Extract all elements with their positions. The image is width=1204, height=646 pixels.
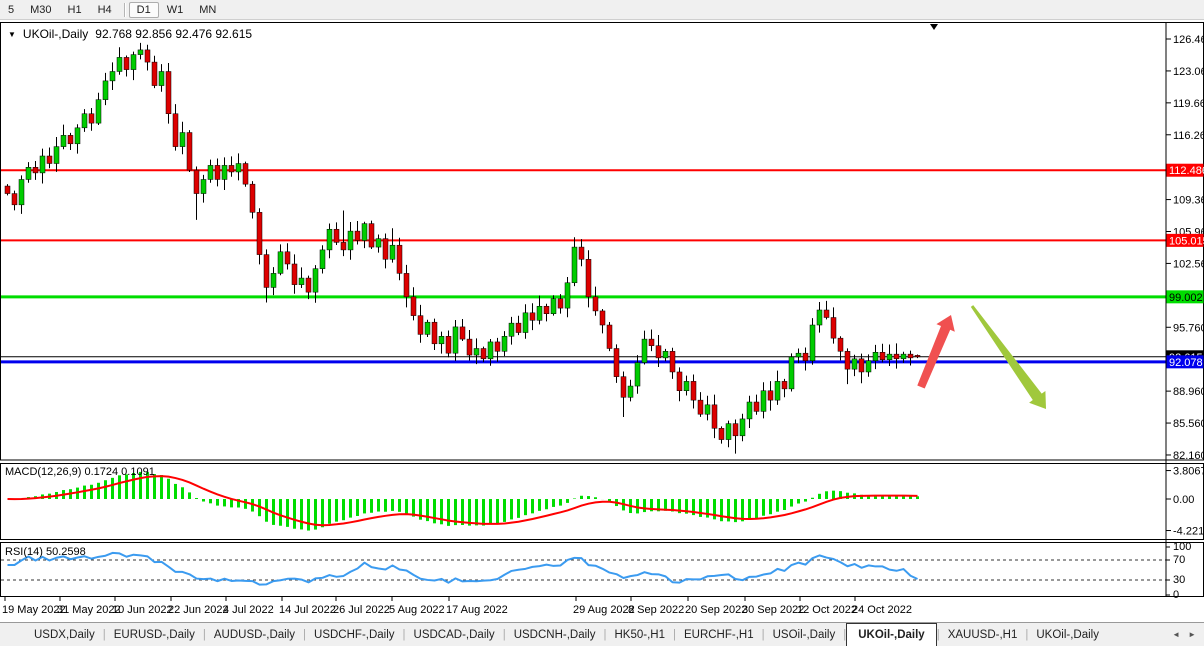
svg-text:26 Jul 2022: 26 Jul 2022 bbox=[333, 604, 390, 616]
tab-usdchf-daily-3[interactable]: USDCHF-,Daily bbox=[314, 628, 395, 641]
toolbar-separator bbox=[123, 2, 125, 17]
price-badge-112.486: 112.486 bbox=[1166, 163, 1204, 177]
tab-separator: | bbox=[303, 628, 307, 641]
svg-text:5 Aug 2022: 5 Aug 2022 bbox=[389, 604, 445, 616]
svg-text:4 Jul 2022: 4 Jul 2022 bbox=[223, 604, 274, 616]
tab-scroll-arrows: ◄ ► bbox=[1172, 630, 1196, 639]
svg-text:14 Jul 2022: 14 Jul 2022 bbox=[279, 604, 336, 616]
price-badge-105.015: 105.015 bbox=[1166, 233, 1204, 247]
svg-text:8 Sep 2022: 8 Sep 2022 bbox=[628, 604, 684, 616]
timeframe-button-H1[interactable]: H1 bbox=[67, 3, 82, 16]
svg-text:70: 70 bbox=[1173, 554, 1185, 566]
tab-usdx-daily-0[interactable]: USDX,Daily bbox=[34, 628, 95, 641]
svg-text:82.160: 82.160 bbox=[1173, 450, 1204, 462]
timeframe-button-W1[interactable]: W1 bbox=[166, 3, 184, 16]
tab-eurusd-daily-1[interactable]: EURUSD-,Daily bbox=[113, 628, 195, 641]
svg-text:19 May 2022: 19 May 2022 bbox=[2, 604, 66, 616]
svg-text:24 Oct 2022: 24 Oct 2022 bbox=[852, 604, 912, 616]
svg-text:112.486: 112.486 bbox=[1169, 165, 1204, 177]
tab-eurchf-h1-7[interactable]: EURCHF-,H1 bbox=[683, 628, 754, 641]
tab-separator: | bbox=[761, 628, 765, 641]
timeframe-button-D1[interactable]: D1 bbox=[128, 1, 159, 18]
tab-separator: | bbox=[502, 628, 506, 641]
svg-text:109.360: 109.360 bbox=[1173, 195, 1204, 207]
chart-ohlc-values: 92.768 92.856 92.476 92.615 bbox=[95, 27, 253, 41]
svg-text:29 Aug 2022: 29 Aug 2022 bbox=[573, 604, 635, 616]
macd-indicator-label: MACD(12,26,9) 0.1724 0.1091 bbox=[5, 466, 155, 478]
tab-hk50-h1-6[interactable]: HK50-,H1 bbox=[614, 628, 665, 641]
svg-text:88.960: 88.960 bbox=[1173, 386, 1204, 398]
svg-text:0: 0 bbox=[1173, 589, 1179, 601]
symbol-dropdown-icon[interactable]: ▼ bbox=[8, 29, 16, 39]
svg-text:85.560: 85.560 bbox=[1173, 418, 1204, 430]
rsi-indicator-label: RSI(14) 50.2598 bbox=[5, 546, 86, 558]
svg-text:10 Jun 2022: 10 Jun 2022 bbox=[112, 604, 173, 616]
svg-text:17 Aug 2022: 17 Aug 2022 bbox=[446, 604, 508, 616]
tab-usdcnh-daily-5[interactable]: USDCNH-,Daily bbox=[513, 628, 596, 641]
svg-text:92.078: 92.078 bbox=[1169, 357, 1203, 369]
svg-text:12 Oct 2022: 12 Oct 2022 bbox=[797, 604, 857, 616]
timeframe-button-H4[interactable]: H4 bbox=[97, 3, 112, 16]
macd-signal-line bbox=[7, 475, 918, 527]
chart-canvas[interactable]: 126.460123.060119.660116.260109.360105.9… bbox=[0, 0, 1204, 622]
svg-text:3.8067: 3.8067 bbox=[1173, 466, 1204, 478]
svg-text:-4.221: -4.221 bbox=[1173, 526, 1204, 538]
svg-text:22 Jun 2022: 22 Jun 2022 bbox=[168, 604, 229, 616]
tab-audusd-daily-2[interactable]: AUDUSD-,Daily bbox=[213, 628, 296, 641]
timeframe-button-MN[interactable]: MN bbox=[199, 3, 217, 16]
svg-text:99.002: 99.002 bbox=[1169, 292, 1203, 304]
svg-text:30: 30 bbox=[1173, 574, 1185, 586]
arrow-annotation-down-bearish[interactable] bbox=[970, 305, 1046, 409]
svg-text:0.00: 0.00 bbox=[1173, 494, 1194, 506]
arrow-annotation-up-bullish[interactable] bbox=[917, 315, 955, 389]
tab-separator: | bbox=[672, 628, 676, 641]
rsi-line bbox=[7, 551, 918, 586]
timeframe-button-5[interactable]: 5 bbox=[8, 3, 15, 16]
tab-scroll-left-icon[interactable]: ◄ bbox=[1172, 630, 1181, 639]
tab-ukoil-daily-9[interactable]: UKOil-,Daily bbox=[846, 623, 937, 646]
svg-text:20 Sep 2022: 20 Sep 2022 bbox=[685, 604, 747, 616]
svg-text:100: 100 bbox=[1173, 541, 1191, 553]
candlestick-series bbox=[4, 42, 921, 454]
price-badge-92.078: 92.078 bbox=[1166, 355, 1204, 369]
svg-text:116.260: 116.260 bbox=[1173, 130, 1204, 142]
svg-text:126.460: 126.460 bbox=[1173, 34, 1204, 46]
tab-separator: | bbox=[843, 628, 847, 641]
svg-text:95.760: 95.760 bbox=[1173, 322, 1204, 334]
svg-text:105.015: 105.015 bbox=[1169, 235, 1204, 247]
tab-usoil-daily-8[interactable]: USOil-,Daily bbox=[772, 628, 836, 641]
tab-xauusd-h1-10[interactable]: XAUUSD-,H1 bbox=[947, 628, 1018, 641]
tab-separator: | bbox=[1025, 628, 1029, 641]
tab-separator: | bbox=[402, 628, 406, 641]
svg-text:31 May 2022: 31 May 2022 bbox=[57, 604, 121, 616]
svg-text:102.560: 102.560 bbox=[1173, 258, 1204, 270]
price-badge-99.002: 99.002 bbox=[1166, 290, 1204, 304]
timeframe-toolbar: 5 M30 H1 H4 D1 W1 MN bbox=[0, 0, 1204, 20]
tab-separator: | bbox=[936, 628, 940, 641]
tab-separator: | bbox=[202, 628, 206, 641]
tab-usdcad-daily-4[interactable]: USDCAD-,Daily bbox=[413, 628, 495, 641]
chart-title: ▼ UKOil-,Daily 92.768 92.856 92.476 92.6… bbox=[8, 27, 252, 41]
svg-text:30 Sep 2022: 30 Sep 2022 bbox=[742, 604, 804, 616]
chart-symbol-label: UKOil-,Daily bbox=[22, 27, 89, 41]
tab-separator: | bbox=[603, 628, 607, 641]
svg-text:119.660: 119.660 bbox=[1173, 98, 1204, 110]
timeframe-button-M30[interactable]: M30 bbox=[30, 3, 52, 16]
tab-separator: | bbox=[102, 628, 106, 641]
tab-ukoil-daily-11[interactable]: UKOil-,Daily bbox=[1036, 628, 1099, 641]
svg-text:123.060: 123.060 bbox=[1173, 66, 1204, 78]
chart-shift-marker-icon bbox=[930, 24, 938, 30]
tab-scroll-right-icon[interactable]: ► bbox=[1188, 630, 1196, 639]
instrument-tabbar: USDX,Daily | EURUSD-,Daily | AUDUSD-,Daily | U… bbox=[0, 622, 1204, 646]
